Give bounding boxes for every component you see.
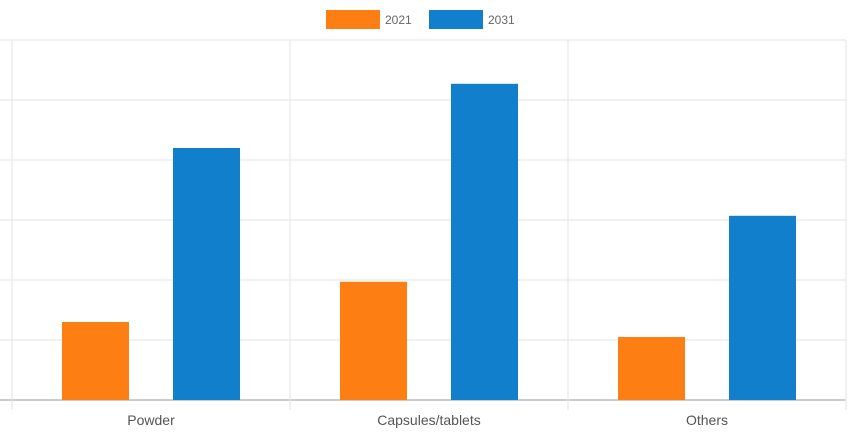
legend-swatch-2031 (429, 10, 483, 29)
bar-2021[interactable] (340, 281, 407, 400)
x-tick-label: Powder (127, 412, 175, 428)
x-tick-label: Capsules/tablets (377, 412, 481, 428)
bar-2031[interactable] (729, 215, 796, 400)
bar-2021[interactable] (618, 337, 685, 400)
bar-2031[interactable] (451, 83, 518, 401)
legend-label-2021: 2021 (385, 13, 412, 27)
bars (62, 83, 796, 401)
bar-2031[interactable] (173, 148, 240, 400)
legend: 2021 2031 (326, 10, 515, 29)
bar-2021[interactable] (62, 322, 129, 400)
legend-label-2031: 2031 (488, 13, 515, 27)
x-tick-label: Others (686, 412, 728, 428)
x-axis: Powder Capsules/tablets Others (127, 412, 728, 428)
grid-lines (0, 39, 847, 410)
legend-swatch-2021 (326, 10, 380, 29)
